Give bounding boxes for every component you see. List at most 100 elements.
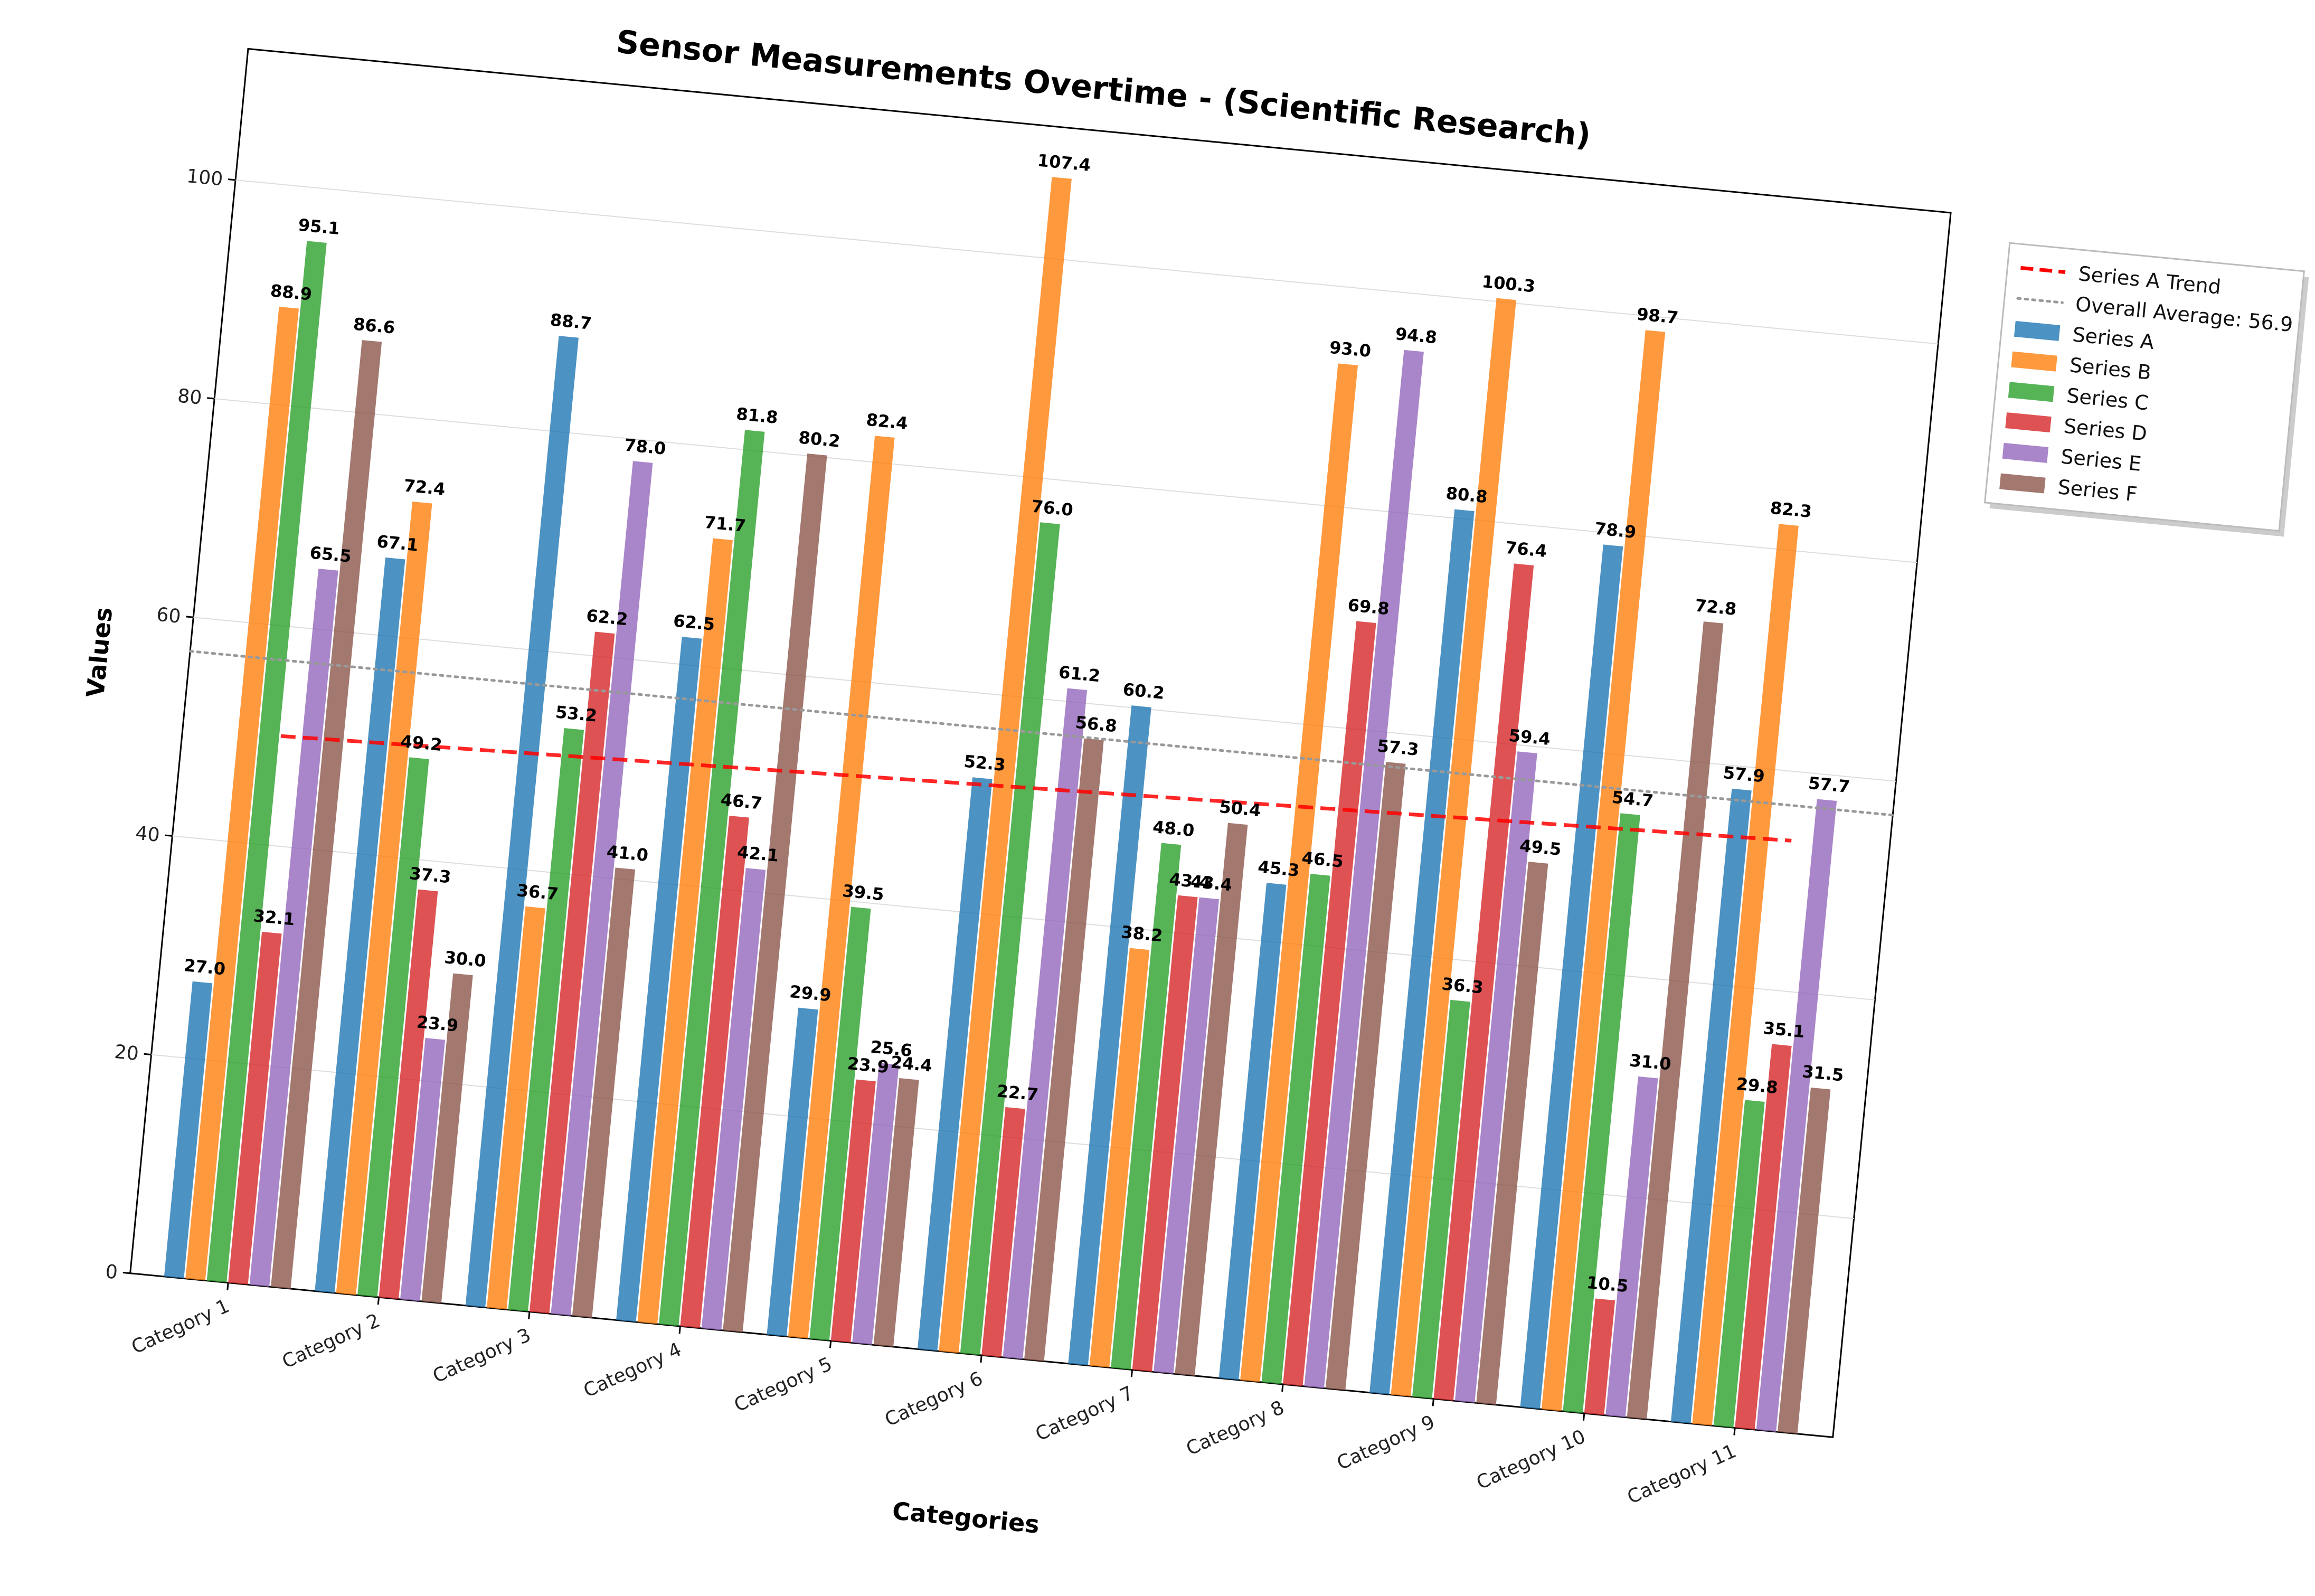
bar-value-label: 35.1	[1762, 1018, 1806, 1042]
bar-value-label: 52.3	[963, 751, 1006, 775]
y-tick-label: 100	[186, 165, 224, 190]
bar-value-label: 30.0	[443, 947, 487, 971]
bar-value-label: 76.4	[1505, 537, 1548, 561]
bar	[1735, 1044, 1792, 1430]
legend-swatch	[2005, 412, 2052, 433]
bar	[809, 906, 871, 1341]
bar	[529, 631, 615, 1314]
bar	[508, 728, 584, 1312]
bar	[1024, 738, 1104, 1362]
legend-swatch-trend	[2020, 266, 2066, 274]
bar-value-label: 46.5	[1301, 848, 1344, 872]
bar-value-label: 57.3	[1376, 736, 1420, 760]
bar-value-label: 94.8	[1394, 324, 1438, 347]
bar-value-label: 36.3	[1441, 974, 1484, 997]
average-line	[188, 649, 1894, 817]
bar-value-label: 29.9	[789, 981, 832, 1005]
bar-value-label: 22.7	[996, 1081, 1039, 1104]
bar-value-label: 25.6	[870, 1037, 913, 1061]
bar-value-label: 86.6	[353, 314, 396, 337]
bar	[616, 637, 702, 1322]
bar	[379, 889, 438, 1299]
bar	[873, 1078, 919, 1347]
bar-value-label: 45.3	[1257, 857, 1300, 881]
bar	[400, 1038, 446, 1301]
bar	[1433, 563, 1534, 1401]
bar-value-label: 65.5	[309, 543, 352, 566]
bar-value-label: 46.7	[720, 789, 763, 813]
bar-value-label: 56.8	[1074, 712, 1118, 736]
bar	[1154, 897, 1220, 1374]
bar-value-label: 23.9	[846, 1053, 890, 1077]
x-tick-mark	[528, 1311, 531, 1319]
bar-value-label: 67.1	[376, 531, 419, 555]
bar	[701, 868, 766, 1330]
bar	[1282, 621, 1376, 1386]
plot-group: 27.0 67.1 88.7 62.5 29.9 52.3 60.2 45.3 80.8 78.9…	[81, 23, 1952, 1539]
bar-value-label: 24.4	[890, 1052, 933, 1075]
bar-value-label: 78.9	[1594, 518, 1637, 542]
bar	[830, 1079, 876, 1343]
bar	[1412, 999, 1470, 1399]
bar	[271, 340, 382, 1289]
bar-value-label: 98.7	[1636, 304, 1679, 328]
bar-value-label: 71.7	[703, 512, 747, 536]
bar	[164, 981, 213, 1279]
bar-value-label: 43.4	[1189, 871, 1233, 895]
bar	[1068, 705, 1151, 1366]
bar-value-label: 29.8	[1735, 1074, 1779, 1098]
y-tick-label: 20	[114, 1041, 140, 1065]
bar	[228, 931, 282, 1285]
bar-value-label: 43.4	[1168, 869, 1212, 893]
y-tick-mark	[207, 397, 215, 400]
bar-value-label: 27.0	[183, 955, 226, 979]
bar	[1240, 363, 1358, 1382]
bar-value-label: 78.0	[623, 435, 667, 459]
bar	[1778, 1087, 1831, 1434]
legend-swatch	[1999, 473, 2046, 494]
bar	[1325, 762, 1406, 1391]
bar-value-label: 42.1	[736, 842, 780, 866]
legend-swatch	[2008, 382, 2055, 402]
bar	[1692, 524, 1799, 1426]
bar	[1520, 544, 1623, 1409]
x-tick-mark	[1130, 1370, 1133, 1377]
bar-value-label: 80.2	[798, 427, 841, 451]
bar-value-label: 93.0	[1328, 337, 1372, 361]
bar	[249, 569, 338, 1287]
bar-value-label: 62.2	[585, 606, 629, 629]
x-tick-mark	[1582, 1413, 1585, 1421]
bar	[206, 241, 327, 1283]
bar	[1132, 895, 1198, 1372]
bar	[572, 867, 636, 1318]
bar-value-label: 61.2	[1058, 662, 1101, 686]
bar-value-label: 82.3	[1769, 498, 1812, 522]
bar-value-label: 10.5	[1586, 1272, 1629, 1296]
bar	[1111, 843, 1182, 1370]
bar	[1369, 509, 1475, 1395]
bar-value-label: 23.9	[416, 1012, 459, 1035]
x-tick-mark	[1281, 1384, 1284, 1392]
y-tick-mark	[122, 1271, 130, 1274]
x-tick-mark	[377, 1297, 380, 1305]
trend-line	[280, 734, 1792, 843]
bar-value-label: 53.2	[554, 702, 598, 725]
bar-value-label: 48.0	[1152, 817, 1195, 841]
bar	[1304, 350, 1424, 1389]
bar-value-label: 31.5	[1801, 1061, 1845, 1085]
bar	[1218, 883, 1287, 1380]
bar	[336, 502, 432, 1295]
bar	[788, 436, 895, 1339]
bar-value-label: 41.0	[606, 842, 649, 865]
legend-swatch	[2002, 442, 2049, 463]
bar-value-label: 95.1	[297, 215, 341, 239]
value-labels: 27.0 67.1 88.7 62.5 29.9 52.3 60.2 45.3 80.8 78.9…	[183, 150, 1851, 1297]
bar-value-label: 36.7	[516, 880, 559, 904]
bar	[658, 430, 765, 1326]
bar-value-label: 80.8	[1445, 483, 1488, 507]
y-tick-label: 80	[177, 385, 203, 409]
bar	[939, 177, 1072, 1353]
bar	[1003, 688, 1088, 1359]
bar	[551, 461, 653, 1316]
